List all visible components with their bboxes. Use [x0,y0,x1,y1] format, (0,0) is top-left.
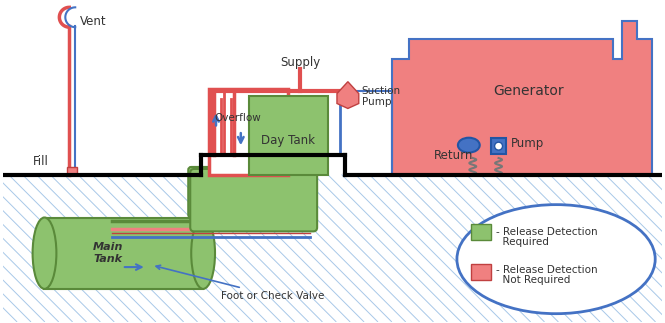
Text: Main
Tank: Main Tank [92,242,123,264]
Text: Vent: Vent [80,15,107,28]
Ellipse shape [192,217,215,289]
Text: Day Tank: Day Tank [261,134,315,147]
Text: Required: Required [495,237,549,247]
Text: Supply: Supply [280,56,321,69]
Text: - Release Detection: - Release Detection [495,227,597,237]
Bar [491,138,507,154]
Bar [67,167,77,175]
Polygon shape [337,82,359,109]
Polygon shape [392,21,652,175]
Bar [471,264,491,280]
Text: Return: Return [434,149,473,162]
Ellipse shape [458,138,479,152]
Bar [45,217,203,289]
Polygon shape [338,88,357,104]
Text: Fill: Fill [33,155,49,169]
Ellipse shape [457,205,655,314]
Text: Suction
Pump: Suction Pump [362,86,401,107]
Text: Generator: Generator [493,84,564,98]
Circle shape [495,142,503,150]
Bar [209,89,289,175]
FancyBboxPatch shape [190,169,317,231]
Bar [471,224,491,240]
Text: Pump: Pump [511,137,544,150]
FancyBboxPatch shape [188,167,308,217]
Text: Foot or Check Valve: Foot or Check Valve [156,265,325,301]
Bar [249,96,328,175]
Text: Overflow: Overflow [214,113,261,123]
Text: Not Required: Not Required [495,275,570,285]
Ellipse shape [33,217,57,289]
Text: - Release Detection: - Release Detection [495,265,597,275]
